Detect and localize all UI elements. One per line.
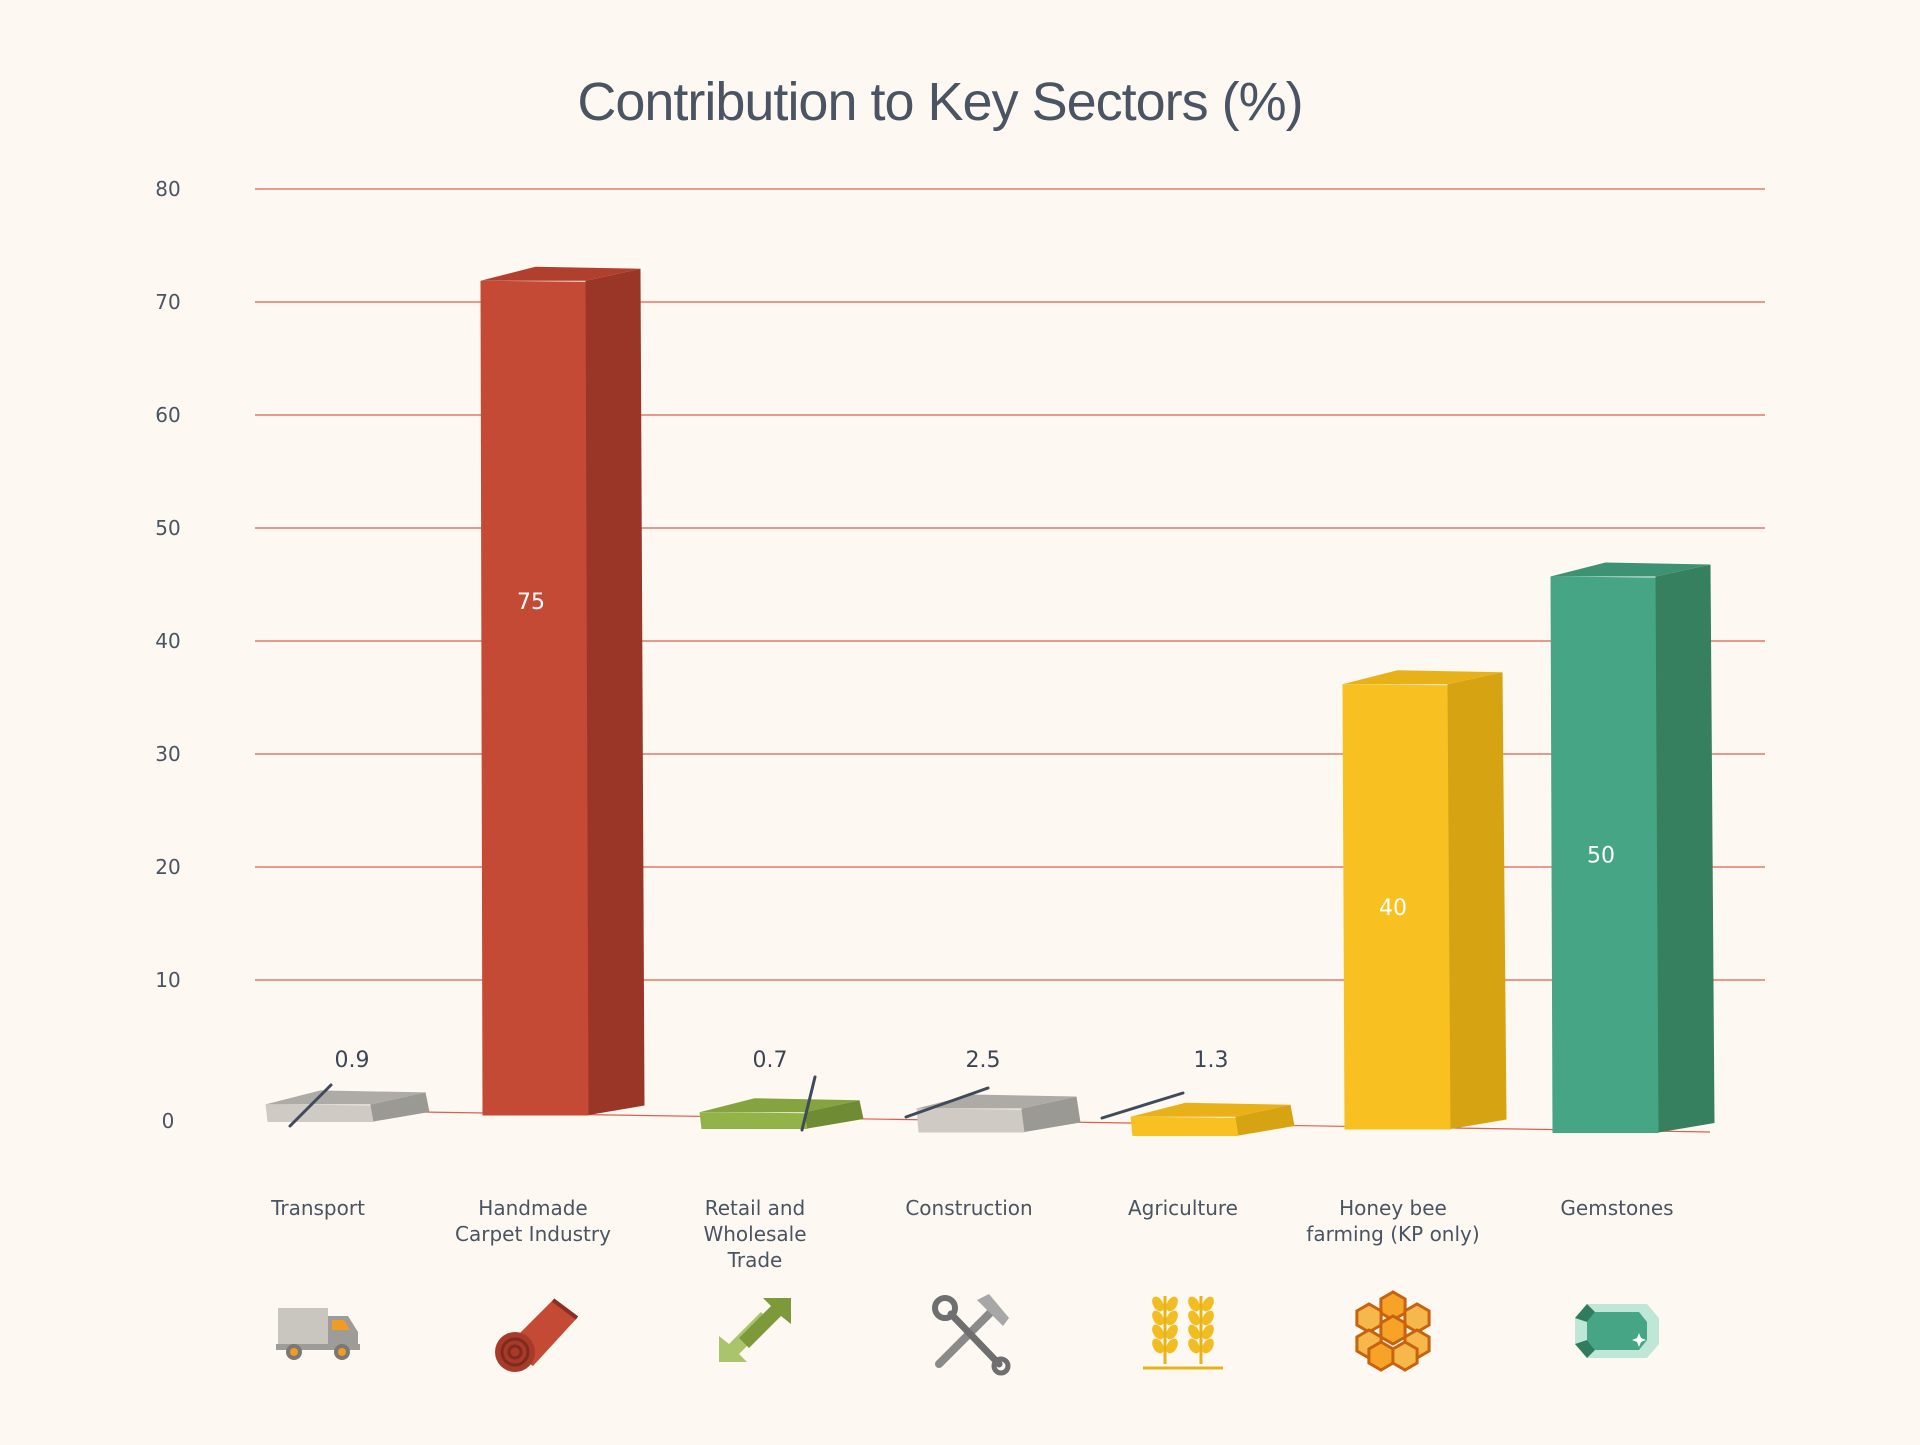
bar (916, 1094, 1081, 1133)
category-label: Retail and Wholesale Trade (703, 1196, 806, 1272)
hammer-wrench-icon (932, 1294, 1011, 1376)
data-label: 2.5 (966, 1048, 1001, 1073)
bar-top (1550, 562, 1711, 577)
bar (1342, 670, 1507, 1130)
bar-side (1447, 672, 1507, 1130)
bar-top (1342, 670, 1503, 685)
leader-line (904, 1086, 990, 1119)
leader-line (288, 1083, 333, 1128)
bar (265, 1090, 430, 1122)
y-tick-label: 0 (162, 1109, 175, 1133)
data-labels: 0.9 75 0.7 2.5 1.3 40 50 (288, 590, 1615, 1132)
bar-side (1655, 564, 1715, 1133)
bars (265, 266, 1715, 1136)
category-label: Transport (270, 1196, 365, 1220)
data-label: 40 (1379, 896, 1407, 921)
y-tick-label: 60 (155, 403, 180, 427)
category-label: Gemstones (1560, 1196, 1673, 1220)
bar (480, 266, 645, 1116)
category-label: Handmade Carpet Industry (455, 1196, 611, 1246)
data-label: 50 (1587, 844, 1615, 869)
exchange-arrows-icon (719, 1298, 791, 1362)
category-icons (276, 1290, 1659, 1376)
bar-top (480, 266, 641, 281)
bar-front (1550, 576, 1659, 1133)
gemstone-icon (1575, 1304, 1659, 1358)
wheat-icon (1143, 1296, 1223, 1370)
y-tick-label: 80 (155, 177, 180, 201)
y-tick-label: 30 (155, 742, 180, 766)
bar-front (916, 1108, 1025, 1133)
y-tick-label: 40 (155, 629, 180, 653)
bar (699, 1098, 864, 1129)
category-label: Agriculture (1128, 1196, 1238, 1220)
leader-line (1100, 1091, 1185, 1120)
bar-side (1235, 1104, 1295, 1136)
bar-top (699, 1098, 860, 1113)
bar-top (916, 1094, 1077, 1109)
bar (1550, 562, 1715, 1133)
category-label: Honey bee farming (KP only) (1306, 1196, 1479, 1246)
honeycomb-icon (1355, 1290, 1431, 1372)
data-label: 0.9 (335, 1048, 370, 1073)
carpet-roll-icon (495, 1298, 579, 1372)
data-label: 1.3 (1194, 1048, 1229, 1073)
bar-front (265, 1104, 374, 1122)
data-label: 0.7 (753, 1048, 788, 1073)
y-tick-label: 50 (155, 516, 180, 540)
bar-side (804, 1100, 864, 1129)
category-label: Construction (905, 1196, 1032, 1220)
y-axis: 0 10 20 30 40 50 60 70 80 (155, 177, 180, 1133)
chart-title: Contribution to Key Sectors (%) (577, 72, 1302, 132)
bar-front (1342, 684, 1451, 1130)
data-label: 75 (517, 590, 545, 615)
bar-front (1130, 1116, 1239, 1136)
y-tick-label: 10 (155, 968, 180, 992)
bar-front (480, 280, 589, 1116)
bar (1130, 1102, 1295, 1136)
bar-side (1021, 1096, 1081, 1133)
y-tick-label: 70 (155, 290, 180, 314)
x-axis: Transport Handmade Carpet Industry Retail a… (270, 1196, 1674, 1272)
bar-top (1130, 1102, 1291, 1117)
leader-line (800, 1075, 817, 1132)
y-tick-label: 20 (155, 855, 180, 879)
bar-top (265, 1090, 426, 1105)
bar-front (699, 1112, 808, 1129)
truck-icon (276, 1308, 360, 1360)
bar-side (370, 1092, 430, 1122)
bar-side (585, 268, 645, 1116)
